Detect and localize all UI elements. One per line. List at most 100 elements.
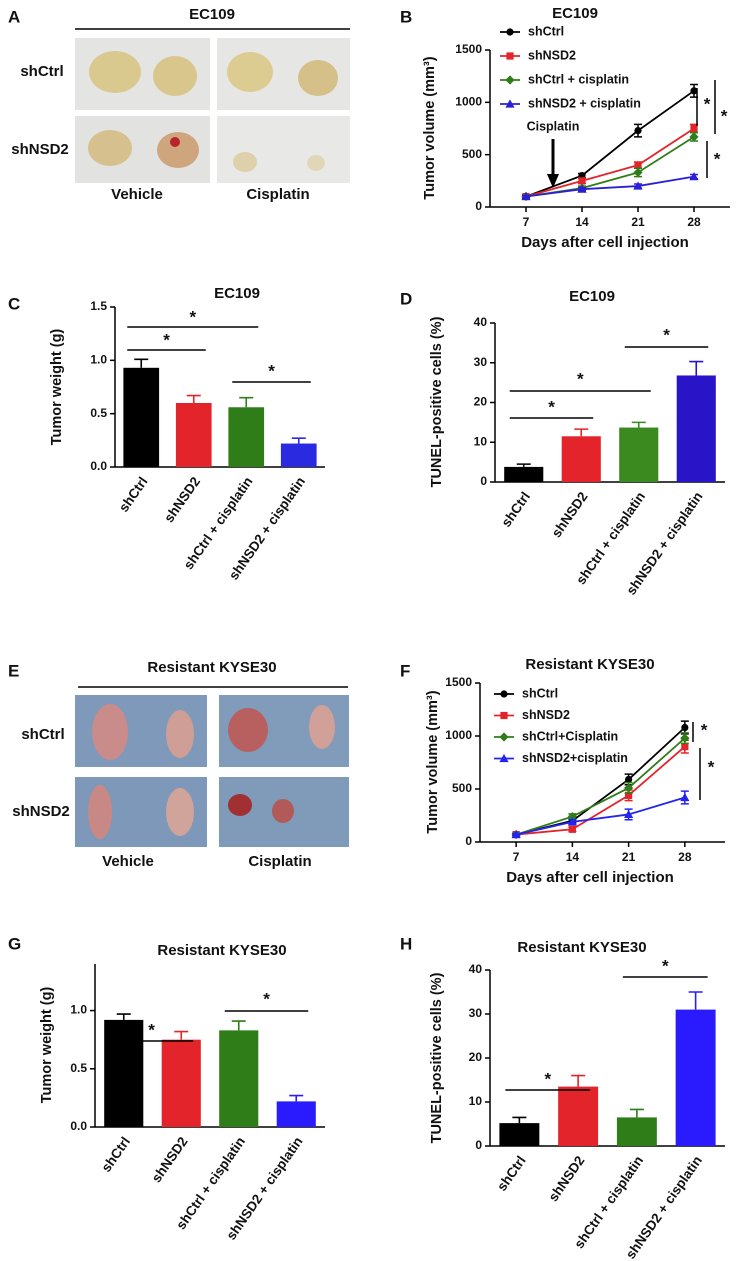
y-axis-label: TUNEL-positive cells (%) [429,316,445,487]
annotation: Cisplatin [527,119,580,133]
x-axis-label: Days after cell injection [506,869,674,886]
legend-marker [500,690,508,698]
data-point [634,161,642,169]
data-point [633,167,643,178]
bar [675,1009,716,1146]
data-point [625,775,633,784]
bar [499,1123,540,1146]
tumor [228,794,252,816]
x-tick-label: 14 [566,850,580,864]
bar [280,443,317,467]
significance-mark: * [163,330,170,349]
x-tick-label: shNSD2 [161,474,203,525]
y-tick-label: 1.0 [90,353,107,367]
significance-mark: * [263,989,270,1008]
series-line [525,127,695,198]
tumor [166,788,194,836]
y-tick-label: 0.0 [70,1119,87,1133]
y-tick-label: 10 [469,1094,483,1108]
y-tick-label: 40 [474,315,488,329]
significance-mark: * [701,720,708,739]
y-tick-label: 10 [474,434,488,448]
data-point [567,817,577,826]
panel-letter: A [8,7,20,26]
significance-mark: * [704,94,711,113]
row-label: shNSD2 [12,803,70,820]
y-tick-label: 40 [469,962,483,976]
error-bar [689,360,704,376]
panel-letter: B [400,7,412,26]
error-bar [231,1020,246,1031]
bar [104,1019,144,1127]
legend-marker [505,75,515,85]
tumor [228,708,268,752]
x-tick-label: 14 [575,215,589,229]
bar [616,1117,657,1146]
error-bar [174,1030,189,1040]
bar [558,1086,599,1146]
bar [228,407,265,467]
legend-marker [500,711,508,720]
x-tick-label: shCtrl [494,1153,529,1194]
x-tick-label: 7 [523,215,530,229]
data-point [680,792,690,802]
legend-marker [499,753,509,763]
y-axis-label: Tumor volume (mm³) [422,56,438,199]
photo-panel-a: A EC109 shCtrl shNSD2 Vehicle Cisplatin [8,6,350,203]
tumor [88,130,132,166]
data-point [568,825,576,833]
data-point [624,783,634,793]
significance-mark: * [708,757,715,776]
x-tick-label: 28 [678,850,692,864]
error-bar [571,1074,586,1087]
y-tick-label: 1000 [445,728,472,742]
series-line [515,737,686,836]
data-point [511,829,521,839]
error-bar [239,396,254,408]
y-tick-label: 30 [469,1006,483,1020]
series-line [515,796,686,836]
row-label: shCtrl [21,726,64,743]
bar [175,403,212,467]
data-point [634,126,642,135]
significance-mark: * [548,397,555,416]
y-tick-label: 0 [465,834,472,848]
row-label: shNSD2 [11,141,69,158]
legend-label: shNSD2 [528,48,576,62]
y-tick-label: 0 [480,474,487,488]
x-tick-label: shNSD2 [546,1153,588,1204]
x-tick-label: shNSD2 [149,1134,191,1185]
error-bar [186,394,201,403]
legend-marker [506,52,514,60]
data-point [690,87,698,95]
panel-title: EC109 [189,6,235,23]
data-point [690,124,698,133]
legend-label: shNSD2+cisplatin [522,751,628,765]
significance-mark: * [721,106,728,125]
y-tick-label: 1500 [445,675,472,689]
tumor [272,799,294,823]
significance-mark: * [189,307,196,326]
tumor [307,155,325,171]
y-tick-label: 1000 [455,95,482,109]
y-tick-label: 500 [452,781,472,795]
error-bar [574,428,589,437]
significance-mark: * [544,1069,551,1088]
x-tick-label: shCtrl [498,489,533,530]
y-axis-label: TUNEL-positive cells (%) [429,972,445,1143]
data-point [681,723,689,732]
error-bar [516,463,531,467]
y-tick-label: 20 [469,1050,483,1064]
y-axis-label: Tumor volume (mm³) [425,690,441,833]
tumor [157,132,199,168]
series-line [525,175,695,198]
column-label: Vehicle [102,853,154,870]
tumor [153,56,197,96]
y-axis-label: Tumor weight (g) [49,329,65,446]
row-label: shCtrl [20,63,63,80]
legend-marker [506,28,514,36]
error-bar [291,437,306,444]
panel-letter: C [8,294,20,313]
tumor [92,704,128,760]
legend-label: shCtrl [522,686,558,700]
